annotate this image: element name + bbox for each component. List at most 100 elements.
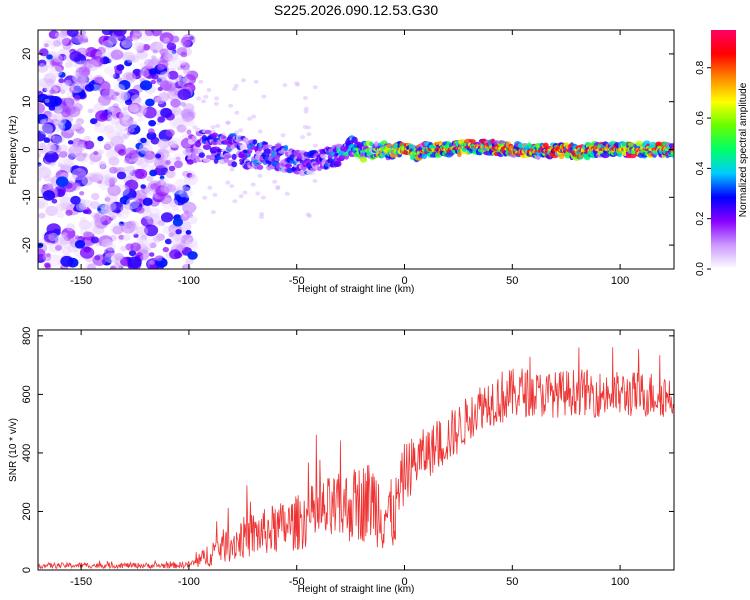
spectrogram-cell [64,79,72,86]
spectrogram-cell [83,140,95,150]
spectrogram-cell [104,197,111,202]
spectrogram-cell [142,210,154,220]
spectrogram-cell [98,35,111,46]
spectrogram-cell [38,130,46,142]
spectrogram-cell [105,201,117,212]
spectrogram-cell [61,247,72,256]
x-tick-label: 50 [506,576,518,588]
spectrogram-cell [170,98,181,108]
spectrogram-cell [181,196,187,201]
spectrogram-cell [234,110,240,115]
spectrogram-cell [360,156,367,163]
colorbar-tick-label: 0.4 [695,161,706,175]
spectrogram-cell [135,142,144,150]
spectrogram-cell [206,87,212,92]
spectrogram-cell [156,76,168,86]
spectrogram-cell [174,186,184,195]
spectrogram-cell [175,229,182,235]
spectrogram-cell [43,137,51,143]
spectrogram-cell [185,237,198,249]
spectrogram-cell [282,83,288,88]
spectrogram-heatmap [38,30,674,269]
spectrogram-cell [140,234,148,241]
spectrogram-cell [160,183,173,194]
spectrogram-cell [180,51,188,58]
spectrogram-cell [128,250,137,257]
spectrogram-cell [159,71,170,81]
spectrogram-cell [144,188,151,194]
spectrogram-cell [303,109,309,114]
spectrogram-cell [161,197,175,209]
spectrogram-cell [111,215,117,220]
y-tick-label: 200 [21,502,33,520]
spectrogram-cell [225,120,231,125]
spectrogram-cell [247,116,253,121]
y-tick-label: -20 [21,237,33,253]
spectrogram-cell [285,163,292,168]
spectrogram-cell [186,159,194,165]
colorbar: 0.0 0.2 0.4 0.6 0.8 Normalized spectral ampl… [695,30,749,276]
spectrogram-cell [170,234,184,246]
spectrogram-cell [149,242,157,249]
spectrogram-cell [80,216,87,223]
spectrogram-cell [231,161,238,168]
spectrogram-cell [180,101,187,107]
spectrogram-cell [214,96,220,101]
spectrogram-cell [312,85,318,90]
spectrogram-cell [84,135,91,142]
spectrogram-cell [181,108,196,121]
colorbar-tick-label: 0.8 [695,60,706,74]
spectrogram-cell [54,32,60,38]
spectrogram-cell [51,198,58,204]
spectrogram-cell [67,176,77,184]
spectrogram-cell [136,45,145,54]
spectrogram-cell [123,157,132,164]
snr-x-ticks: -150 -100 -50 0 50 100 [70,330,629,588]
spectrogram-cell [167,140,176,147]
spectrogram-cell [124,59,133,67]
spectrogram-cell [312,178,318,183]
spectrogram-cell [457,151,462,158]
snr-plot-area [38,330,674,570]
spectrogram-cell [118,80,131,90]
spectrogram-cell [168,148,173,153]
colorbar-ticks: 0.0 0.2 0.4 0.6 0.8 [695,60,711,276]
spectrogram-cell [38,153,41,158]
spectrogram-cell [202,144,212,151]
spectrogram-cell [79,60,90,68]
spectrogram-cell [185,152,193,156]
spectrogram-cell [187,251,198,260]
spectrogram-cell [92,254,107,266]
spectrogram-cell [38,162,42,167]
spectrogram-cell [186,212,194,219]
spectrogram-cell [116,64,125,71]
spectrogram-cell [73,141,86,152]
spectrogram-cell [49,161,56,167]
spectrogram-cell [535,154,541,160]
spectrogram-cell [84,262,96,269]
chart-title: S225.2026.090.12.53.G30 [274,2,438,18]
spectrogram-cell [87,108,94,114]
spectrogram-cell [157,138,170,149]
spectrogram-cell [91,84,102,92]
spectrogram-cell [157,220,165,227]
spectrogram-cell [52,83,63,92]
spectrogram-cell [68,229,74,234]
colorbar-tick-label: 0.6 [695,111,706,125]
spectrogram-cell [151,73,159,80]
spectrogram-cell [143,152,157,164]
spectrogram-cell [210,125,216,130]
spectrogram-cell [283,144,289,151]
spectrogram-cell [149,260,155,265]
spectrogram-cell [232,199,238,204]
snr-y-label: SNR (10 * v/v) [8,418,19,482]
spectrogram-cell [144,224,159,237]
spectrogram-cell [98,149,105,155]
spectrogram-cell [179,60,186,66]
spectrogram-cell [203,94,209,99]
spectrogram-cell [130,224,138,231]
spectrogram-cell [196,96,202,101]
spectrogram-cell [65,223,76,232]
spectrogram-cell [39,63,46,68]
spectrogram-cell [98,161,107,168]
